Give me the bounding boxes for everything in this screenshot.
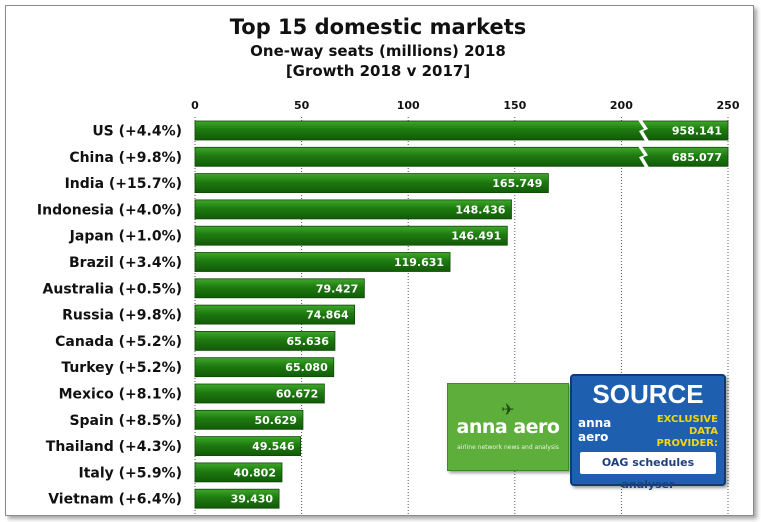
category-label: Brazil (+3.4%) — [69, 255, 182, 271]
category-label: Indonesia (+4.0%) — [37, 202, 182, 218]
category-label: US (+4.4%) — [92, 124, 182, 140]
bar — [194, 488, 280, 509]
x-tick-label: 0 — [191, 99, 199, 112]
category-label: Canada (+5.2%) — [55, 334, 182, 350]
x-tick-label: 200 — [610, 99, 633, 112]
bar-value-label: 74.864 — [306, 309, 349, 322]
x-tick-label: 50 — [294, 99, 310, 112]
chart-subtitle-line2: [Growth 2018 v 2017] — [286, 62, 470, 80]
bar-value-label: 958.141 — [672, 125, 722, 138]
category-label: Italy (+5.9%) — [78, 465, 182, 481]
category-label: Spain (+8.5%) — [69, 413, 182, 429]
bar — [194, 120, 729, 141]
bar-value-label: 146.491 — [451, 230, 501, 243]
x-tick-label: 100 — [397, 99, 420, 112]
x-tick-label: 150 — [503, 99, 526, 112]
anna-aero-brand: anna aero — [456, 416, 560, 438]
category-label: Vietnam (+6.4%) — [48, 492, 182, 508]
bar-value-label: 79.427 — [316, 282, 358, 295]
bar-value-label: 165.749 — [492, 177, 542, 190]
bar — [194, 173, 549, 194]
bar — [194, 199, 512, 220]
bar — [194, 225, 508, 246]
bar — [194, 146, 729, 167]
category-label: Japan (+1.0%) — [69, 229, 182, 245]
bar — [194, 436, 302, 457]
chart-title: Top 15 domestic markets — [230, 15, 527, 39]
axis-break-mark — [638, 120, 649, 141]
category-label: China (+9.8%) — [69, 150, 182, 166]
source-title: SOURCE — [592, 379, 704, 409]
category-label: Mexico (+8.1%) — [59, 387, 182, 403]
anna-aero-logo: ✈ anna aero airline network news and ana… — [447, 383, 569, 471]
source-logo: SOURCE anna aero EXCLUSIVE DATA PROVIDER… — [570, 374, 726, 491]
oag-provider-badge: OAG schedules analyser — [580, 452, 716, 491]
x-axis-ticks: 0 50 100 150 200 250 — [191, 99, 740, 112]
category-label: Australia (+0.5%) — [43, 281, 182, 297]
bar — [194, 278, 365, 299]
category-label: India (+15.7%) — [65, 176, 182, 192]
source-exclusive-label: EXCLUSIVE DATA PROVIDER: — [656, 414, 718, 449]
bar-value-label: 60.672 — [276, 388, 318, 401]
bar — [194, 252, 451, 272]
bar-value-label: 65.080 — [285, 361, 328, 374]
bar-value-label: 148.436 — [455, 203, 505, 216]
bar — [194, 330, 336, 351]
bar-value-label: 39.430 — [231, 493, 274, 506]
source-mini-brand: anna aero — [578, 416, 612, 444]
bars: 958.141 685.077 165.749 148.436 146.491 119.6… — [194, 120, 729, 509]
category-labels: US (+4.4%) China (+9.8%) India (+15.7%) Ind… — [37, 124, 182, 508]
bar — [194, 462, 283, 483]
bar-value-label: 685.077 — [672, 151, 722, 164]
category-label: Turkey (+5.2%) — [61, 360, 182, 376]
axis-break-mark — [638, 146, 649, 168]
chart-subtitle-line1: One-way seats (millions) 2018 — [250, 42, 506, 60]
category-label: Thailand (+4.3%) — [46, 439, 182, 455]
bar-value-label: 65.636 — [286, 335, 329, 348]
bar — [194, 304, 356, 325]
bar-value-label: 40.802 — [234, 466, 276, 479]
category-label: Russia (+9.8%) — [62, 308, 182, 324]
bar-value-label: 49.546 — [252, 440, 295, 453]
bar-value-label: 119.631 — [394, 256, 444, 269]
bar — [194, 383, 325, 404]
bar — [194, 409, 304, 430]
bar — [194, 357, 335, 378]
x-tick-label: 250 — [717, 99, 740, 112]
plane-icon: ✈ — [501, 400, 515, 419]
bar-value-label: 50.629 — [254, 414, 296, 427]
anna-aero-tagline: airline network news and analysis — [457, 444, 559, 451]
